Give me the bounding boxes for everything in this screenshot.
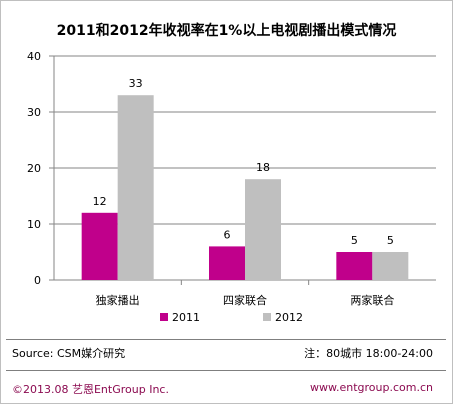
data-label-2012-0: 33: [129, 77, 143, 90]
legend-swatch-2011: [160, 313, 168, 321]
bar-2012-1: [245, 179, 281, 280]
copyright-text: ©2013.08 艺恩EntGroup Inc.: [12, 383, 169, 396]
legend-swatch-2012: [263, 313, 271, 321]
chart-title: 2011和2012年收视率在1%以上电视剧播出模式情况: [56, 23, 397, 39]
legend-label-2011: 2011: [172, 311, 200, 324]
category-label-1: 四家联合: [223, 293, 267, 307]
data-label-2011-0: 12: [93, 195, 107, 208]
note-text: 注：80城市 18:00-24:00: [304, 347, 433, 360]
y-tick-label-20: 20: [27, 162, 41, 175]
legend: 2011 2012: [160, 311, 303, 324]
footer-divider-bottom: [6, 370, 446, 371]
bars: [81, 95, 409, 280]
data-label-2012-2: 5: [387, 234, 394, 247]
footer-divider-top: [6, 339, 446, 340]
data-label-2011-2: 5: [351, 234, 358, 247]
y-tick-label-40: 40: [27, 50, 41, 63]
category-label-2: 两家联合: [350, 293, 394, 307]
y-tick-label-30: 30: [27, 106, 41, 119]
legend-label-2012: 2012: [275, 311, 303, 324]
y-tick-label-10: 10: [27, 218, 41, 231]
category-label-0: 独家播出: [96, 293, 140, 307]
bar-2012-2: [372, 252, 409, 280]
y-tick-label-0: 0: [34, 274, 41, 287]
y-tick-labels: 0 10 20 30 40: [27, 50, 41, 287]
bar-2011-1: [209, 246, 245, 280]
bar-2012-0: [117, 95, 154, 280]
bar-2011-2: [336, 252, 373, 280]
data-labels: 12 33 6 18 5 5: [93, 77, 394, 247]
data-label-2011-1: 6: [224, 228, 231, 241]
data-label-2012-1: 18: [256, 161, 270, 174]
website-link[interactable]: www.entgroup.com.cn: [310, 381, 433, 394]
category-labels: 独家播出 四家联合 两家联合: [96, 293, 395, 307]
bar-2011-0: [81, 212, 118, 280]
source-text: Source: CSM媒介研究: [12, 347, 126, 360]
